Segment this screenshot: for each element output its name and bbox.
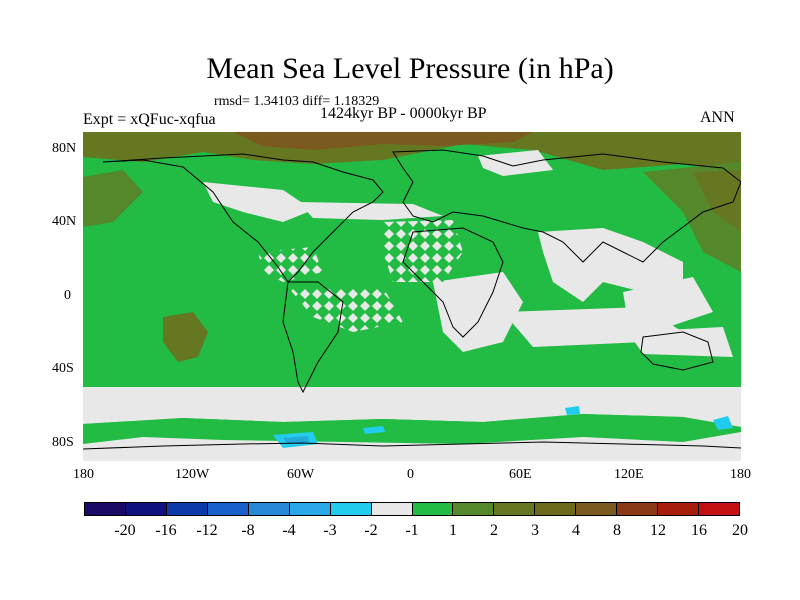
colorbar-cell <box>658 503 700 515</box>
pressure-anomaly-map <box>83 132 741 461</box>
colorbar-cell <box>125 503 167 515</box>
lat-tick-0: 0 <box>64 288 71 303</box>
colorbar-label: 4 <box>572 522 580 539</box>
colorbar-cell <box>85 503 126 515</box>
coastlines <box>83 149 741 450</box>
period-label: 1424kyr BP - 0000kyr BP <box>320 105 487 122</box>
colorbar-cell <box>166 503 208 515</box>
colorbar-label: -16 <box>155 522 177 539</box>
arctic-anomaly-region <box>83 132 741 172</box>
experiment-label: Expt = xQFuc-xqfua <box>83 111 216 128</box>
arctic-brown-region <box>233 132 533 150</box>
colorbar-cell <box>494 503 536 515</box>
rmsd-diff-stats: rmsd= 1.34103 diff= 1.18329 <box>214 94 380 109</box>
colorbar-label: -4 <box>282 522 296 539</box>
colorbar-cell <box>330 503 372 515</box>
lon-tick-60e: 60E <box>509 467 532 482</box>
southern-ocean-neutral <box>83 387 741 427</box>
weddell-strong-negative <box>283 436 309 444</box>
colorbar <box>84 502 740 516</box>
tropical-atlantic-hatched <box>383 220 463 282</box>
colorbar-label: 3 <box>531 522 539 539</box>
lon-tick-120e: 120E <box>614 467 644 482</box>
lon-tick-180w: 180 <box>73 467 94 482</box>
lon-tick-180e: 180 <box>730 467 751 482</box>
antarctic-negative-patch-3 <box>713 416 733 430</box>
central-america-hatched <box>258 247 323 282</box>
colorbar-label: -2 <box>364 522 378 539</box>
antarctic-neutral <box>83 432 741 461</box>
colorbar-label: 12 <box>650 522 666 539</box>
colorbar-cell <box>699 503 739 515</box>
colorbar-label: -3 <box>323 522 337 539</box>
africa-neutral <box>433 272 523 352</box>
colorbar-cell <box>535 503 577 515</box>
north-america-neutral <box>203 182 313 222</box>
plot-title: Mean Sea Level Pressure (in hPa) <box>206 52 614 85</box>
colorbar-cell <box>453 503 495 515</box>
lat-tick-40s: 40S <box>52 361 74 376</box>
colorbar-label: -1 <box>405 522 419 539</box>
northwest-pacific-anomaly <box>693 170 741 232</box>
colorbar-label: 16 <box>691 522 707 539</box>
lat-tick-40n: 40N <box>52 214 77 229</box>
lon-tick-0: 0 <box>407 467 414 482</box>
colorbar-label: -20 <box>114 522 136 539</box>
colorbar-cell <box>371 503 413 515</box>
south-pacific-anomaly <box>163 312 208 362</box>
colorbar-label: -12 <box>196 522 218 539</box>
colorbar-cell <box>576 503 618 515</box>
australia-neutral <box>628 327 733 357</box>
colorbar-cell <box>412 503 454 515</box>
colorbar-cell <box>248 503 290 515</box>
colorbar-cell <box>289 503 331 515</box>
colorbar-cell <box>617 503 659 515</box>
barents-neutral <box>478 150 553 176</box>
colorbar-label: 20 <box>732 522 748 539</box>
colorbar-label: 1 <box>449 522 457 539</box>
asia-neutral <box>538 228 683 302</box>
lon-tick-60w: 60W <box>287 467 315 482</box>
lat-tick-80s: 80S <box>52 435 74 450</box>
antarctic-negative-patch-2 <box>565 406 580 415</box>
colorbar-label: 8 <box>613 522 621 539</box>
colorbar-label: 2 <box>490 522 498 539</box>
season-label: ANN <box>700 109 735 126</box>
lon-tick-120w: 120W <box>175 467 210 482</box>
north-pacific-anomaly <box>83 170 143 227</box>
colorbar-cell <box>207 503 249 515</box>
south-atlantic-hatched <box>288 287 403 332</box>
lat-tick-80n: 80N <box>52 141 77 156</box>
colorbar-label: -8 <box>241 522 255 539</box>
antarctic-negative-patch-1 <box>363 426 385 434</box>
